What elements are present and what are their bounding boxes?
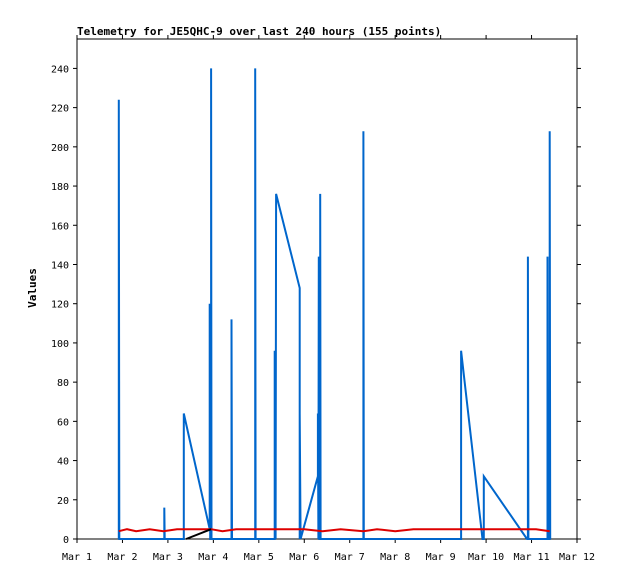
y-tick-label: 60 bbox=[57, 417, 69, 428]
x-tick-label: Mar 1 bbox=[62, 552, 92, 563]
x-tick-label: Mar 10 bbox=[468, 552, 504, 563]
series-line-3 bbox=[185, 528, 212, 540]
x-tick-label: Mar 9 bbox=[426, 552, 456, 563]
y-tick-label: 40 bbox=[57, 457, 69, 468]
x-tick-label: Mar 12 bbox=[559, 552, 595, 563]
y-tick-label: 200 bbox=[51, 143, 69, 154]
plot-area: 0 20 40 60 80 100 120 140 160 180 200 220 240 Mar 1 Ma… bbox=[51, 35, 595, 563]
y-tick-label: 0 bbox=[63, 535, 69, 546]
y-tick-label: 160 bbox=[51, 221, 69, 232]
y-axis-label: Values bbox=[26, 268, 39, 308]
y-tick-label: 220 bbox=[51, 104, 69, 115]
y-tick-label: 100 bbox=[51, 339, 69, 350]
y-tick-label: 240 bbox=[51, 64, 69, 75]
chart-title: Telemetry for JE5QHC-9 over last 240 hou… bbox=[77, 25, 441, 38]
y-tick-label: 180 bbox=[51, 182, 69, 193]
series-line-2 bbox=[118, 528, 550, 533]
y-tick-label: 20 bbox=[57, 496, 69, 507]
y-tick-label: 120 bbox=[51, 300, 69, 311]
plot-frame bbox=[76, 38, 578, 540]
y-tick-label: 140 bbox=[51, 260, 69, 271]
x-tick-label: Mar 2 bbox=[107, 552, 137, 563]
x-tick-label: Mar 4 bbox=[198, 552, 228, 563]
x-tick-label: Mar 3 bbox=[153, 552, 183, 563]
x-tick-label: Mar 8 bbox=[380, 552, 410, 563]
x-tick-label: Mar 7 bbox=[335, 552, 365, 563]
y-tick-label: 80 bbox=[57, 378, 69, 389]
series-line-1 bbox=[117, 68, 552, 540]
x-tick-label: Mar 6 bbox=[289, 552, 319, 563]
x-tick-label: Mar 5 bbox=[244, 552, 274, 563]
x-tick-label: Mar 11 bbox=[513, 552, 549, 563]
